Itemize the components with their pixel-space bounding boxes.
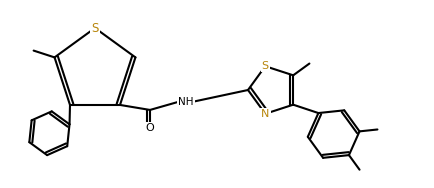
Text: S: S: [91, 21, 99, 35]
Text: NH: NH: [178, 97, 194, 107]
Text: O: O: [146, 123, 155, 133]
Text: S: S: [262, 61, 269, 71]
Text: N: N: [261, 109, 270, 119]
